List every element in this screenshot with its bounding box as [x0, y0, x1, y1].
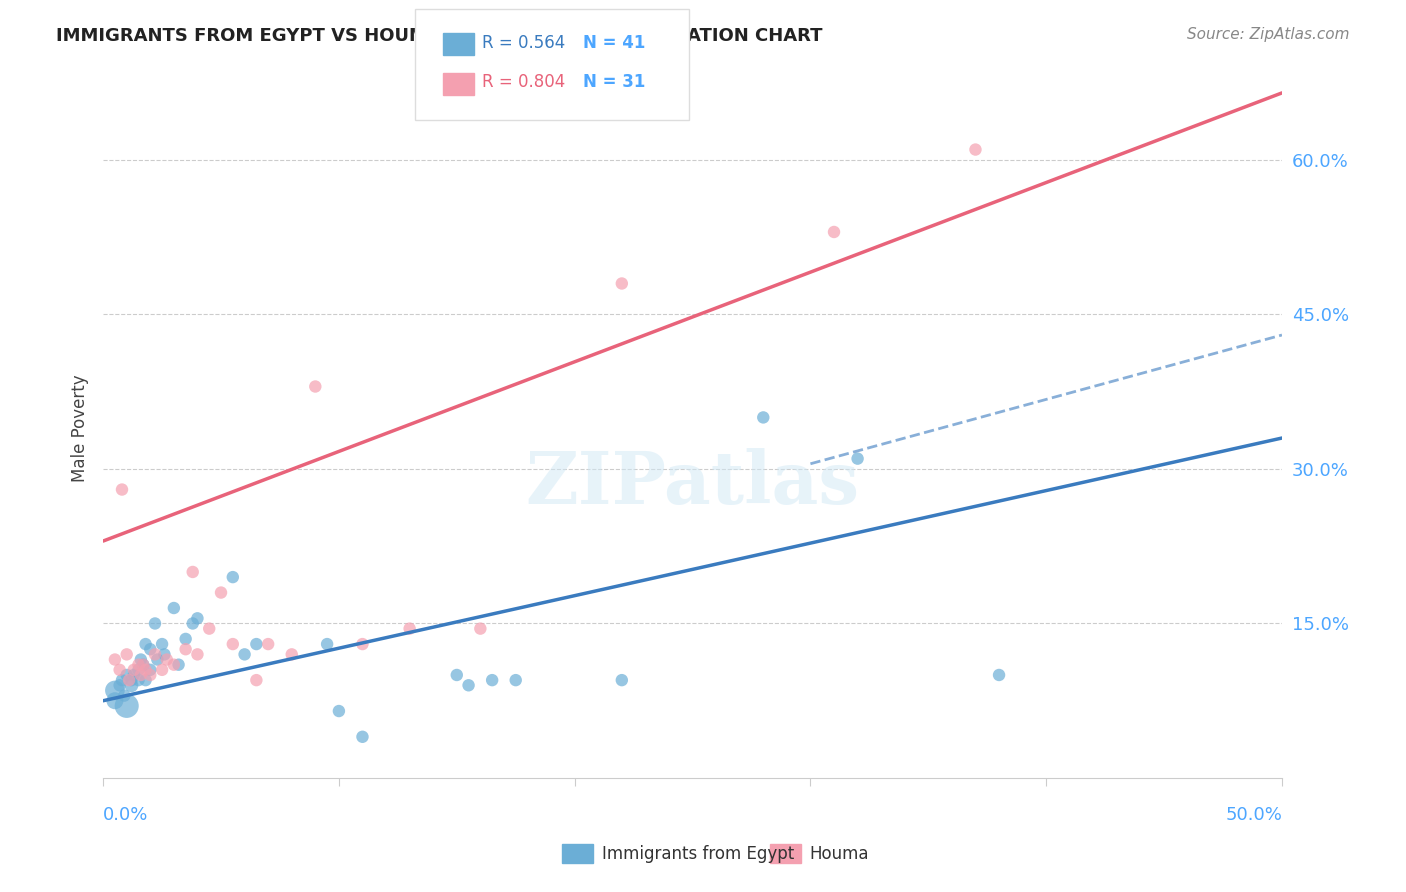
Point: [143, 648, 166, 662]
Point: [174, 632, 197, 646]
Text: 0.0%: 0.0%: [103, 806, 149, 824]
Y-axis label: Male Poverty: Male Poverty: [72, 374, 89, 482]
Point: [104, 652, 127, 666]
Point: [156, 652, 179, 666]
Point: [398, 622, 420, 636]
Point: [457, 678, 479, 692]
Point: [610, 277, 633, 291]
Text: R = 0.804: R = 0.804: [482, 73, 565, 91]
Point: [139, 642, 162, 657]
Point: [112, 689, 135, 703]
Point: [115, 668, 138, 682]
Point: [150, 637, 173, 651]
Point: [823, 225, 845, 239]
Point: [328, 704, 350, 718]
Point: [352, 637, 374, 651]
Point: [222, 570, 245, 584]
Point: [115, 698, 138, 713]
Point: [481, 673, 503, 687]
Point: [135, 637, 157, 651]
Point: [610, 673, 633, 687]
Point: [181, 565, 204, 579]
Point: [128, 663, 150, 677]
Point: [135, 663, 157, 677]
Point: [198, 622, 221, 636]
Point: [111, 483, 134, 497]
Text: Immigrants from Egypt: Immigrants from Egypt: [602, 845, 794, 863]
Point: [120, 673, 142, 687]
Point: [233, 648, 256, 662]
Point: [505, 673, 527, 687]
Point: [846, 451, 869, 466]
Point: [122, 668, 145, 682]
Point: [128, 657, 150, 672]
Point: [111, 673, 134, 687]
Point: [352, 730, 374, 744]
Point: [108, 678, 131, 692]
Text: N = 31: N = 31: [583, 73, 645, 91]
Point: [150, 663, 173, 677]
Point: [163, 657, 186, 672]
Point: [752, 410, 775, 425]
Point: [988, 668, 1011, 682]
Point: [186, 611, 208, 625]
Point: [115, 648, 138, 662]
Text: IMMIGRANTS FROM EGYPT VS HOUMA MALE POVERTY CORRELATION CHART: IMMIGRANTS FROM EGYPT VS HOUMA MALE POVE…: [56, 27, 823, 45]
Point: [280, 648, 302, 662]
Point: [128, 673, 150, 687]
Text: R = 0.564: R = 0.564: [482, 34, 565, 52]
Point: [167, 657, 190, 672]
Point: [186, 648, 208, 662]
Point: [470, 622, 492, 636]
Point: [163, 601, 186, 615]
Point: [139, 668, 162, 682]
Point: [257, 637, 280, 651]
Point: [135, 673, 157, 687]
Point: [108, 663, 131, 677]
Point: [120, 678, 142, 692]
Point: [132, 657, 155, 672]
Point: [222, 637, 245, 651]
Point: [245, 673, 267, 687]
Point: [122, 663, 145, 677]
Point: [118, 673, 141, 687]
Point: [174, 642, 197, 657]
Text: ZIPatlas: ZIPatlas: [526, 449, 859, 519]
Point: [446, 668, 468, 682]
Text: Source: ZipAtlas.com: Source: ZipAtlas.com: [1187, 27, 1350, 42]
Point: [129, 652, 152, 666]
Text: N = 41: N = 41: [583, 34, 645, 52]
Point: [965, 143, 987, 157]
Point: [181, 616, 204, 631]
Point: [316, 637, 339, 651]
Point: [132, 657, 155, 672]
Point: [104, 683, 127, 698]
Point: [209, 585, 232, 599]
Text: Houma: Houma: [810, 845, 869, 863]
Text: 50.0%: 50.0%: [1225, 806, 1282, 824]
Point: [146, 652, 169, 666]
Point: [129, 668, 152, 682]
Point: [245, 637, 267, 651]
Point: [139, 663, 162, 677]
Point: [143, 616, 166, 631]
Point: [304, 379, 326, 393]
Point: [104, 694, 127, 708]
Point: [153, 648, 176, 662]
